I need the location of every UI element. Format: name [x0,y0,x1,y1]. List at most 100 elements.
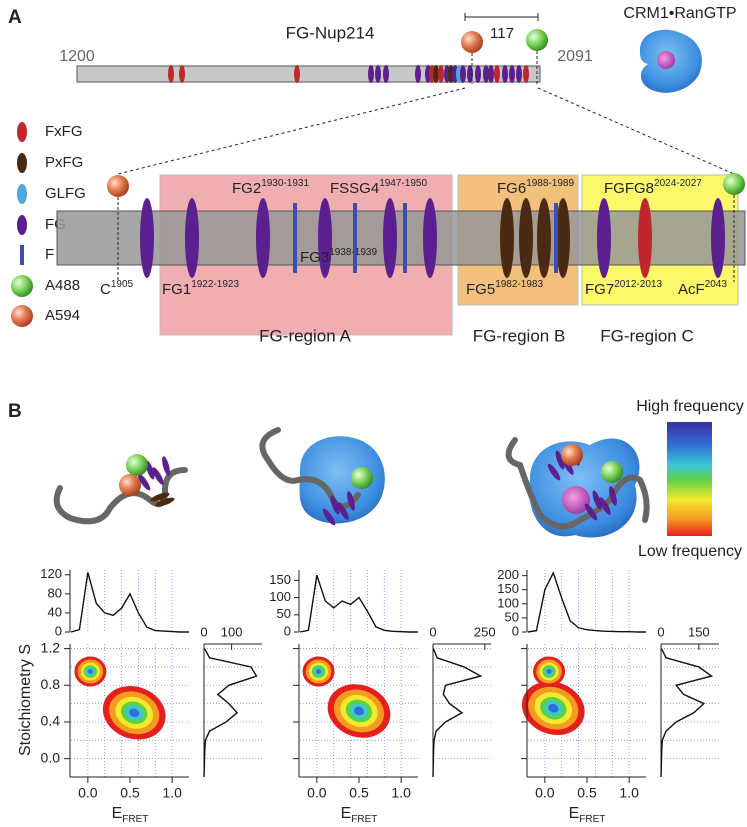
dye [561,444,583,466]
x-tick-label: 0 [429,624,436,639]
y-tick-label: 0.4 [41,713,61,729]
x-tick-label: 100 [221,624,243,639]
site-label-sup: 2012-2013 [614,279,662,290]
site-label-sup: 1922-1923 [191,279,239,290]
y-tick-label: 0.8 [41,676,61,692]
motif [556,198,570,278]
motif [460,65,466,83]
y-tick-label: 0 [55,623,62,638]
y-tick-label: 0 [284,623,291,638]
legend-swatch [17,153,27,173]
motif [162,456,170,476]
motif [592,490,602,510]
site-label: C1905 [100,279,134,298]
site-label: FG31938-1939 [300,247,377,266]
y-tick-label: 120 [40,566,62,581]
dye [461,31,483,53]
y-tick-label: 40 [48,604,62,619]
y-tick-label: 100 [269,589,291,604]
dye [119,474,141,496]
y-tick-label: 1.2 [41,639,61,655]
rangtp [562,486,590,514]
y-tick-label: 80 [48,585,62,600]
site-label: FG61988-1989 [497,178,574,197]
x-axis-label-main: E [112,805,123,822]
histogram [203,648,258,778]
crm1 [299,436,385,524]
y-tick-label: 50 [505,609,519,624]
x-tick-label: 0.5 [577,785,597,801]
motif [137,473,151,491]
f-motif [554,203,558,273]
legend-swatch [17,184,27,204]
site-label-main: FG2 [232,180,261,197]
site-label-main: FG7 [585,281,614,298]
span-bracket [464,13,539,21]
motif [500,198,514,278]
zoom-bar [56,210,746,266]
motif [475,65,481,83]
x-tick-label: 0.0 [78,785,98,801]
histogram [432,648,483,778]
panel-label: B [8,401,22,422]
site-label-sup: 1905 [111,279,134,290]
dye [526,29,548,51]
x-tick-label: 1.0 [162,785,182,801]
y-tick-label: 0.0 [41,749,61,765]
dye [723,173,745,195]
x-tick-label: 0 [200,624,207,639]
site-label-main: FG6 [497,180,526,197]
motif [179,65,185,83]
panel-label: A [8,7,22,28]
motif [383,198,397,278]
sequence-bar [76,65,541,83]
motif [168,65,174,83]
x-tick-label: 1.0 [391,785,411,801]
motif [609,486,617,506]
histogram [299,574,418,633]
motif [584,503,598,521]
y-tick-label: 200 [497,567,519,582]
x-tick-label: 250 [474,624,496,639]
legend-swatch [17,122,27,142]
motif [140,198,154,278]
x-axis-label: EFRET [569,805,606,824]
x-axis-label: EFRET [112,805,149,824]
density [315,669,322,674]
y-tick-label: 100 [497,595,519,610]
histogram [70,572,189,633]
legend-label: GLFG [45,185,86,202]
motif [150,492,170,502]
motif [488,65,494,83]
zoom-line [117,87,466,175]
x-tick-label: 0.0 [535,785,555,801]
legend-label: PxFG [45,154,83,171]
motif [555,450,565,470]
x-tick-label: 0 [657,624,664,639]
motif [494,65,500,83]
y-tick-label: 150 [497,581,519,596]
y-tick-label: 0 [512,623,519,638]
x-tick-label: 150 [688,624,710,639]
site-label: FG11922-1923 [162,279,239,298]
motif [433,65,439,83]
zoom-line [537,87,735,175]
y-axis-label: Stoichiometry S [17,644,34,756]
legend-label: FxFG [45,123,83,140]
color-scale [667,422,712,536]
site-label-sup: 1988-1989 [526,178,574,189]
complex-name: CRM1•RanGTP [623,5,736,22]
density [87,669,93,674]
x-tick-label: 0.5 [120,785,140,801]
span-label: 117 [490,25,514,42]
density [546,669,552,674]
site-label-main: C [100,281,111,298]
motif [383,65,389,83]
dye [107,175,129,197]
motif [597,198,611,278]
dye [351,467,373,489]
motif [152,467,164,485]
legend-swatch [20,245,24,265]
legend-label: A594 [45,307,80,324]
